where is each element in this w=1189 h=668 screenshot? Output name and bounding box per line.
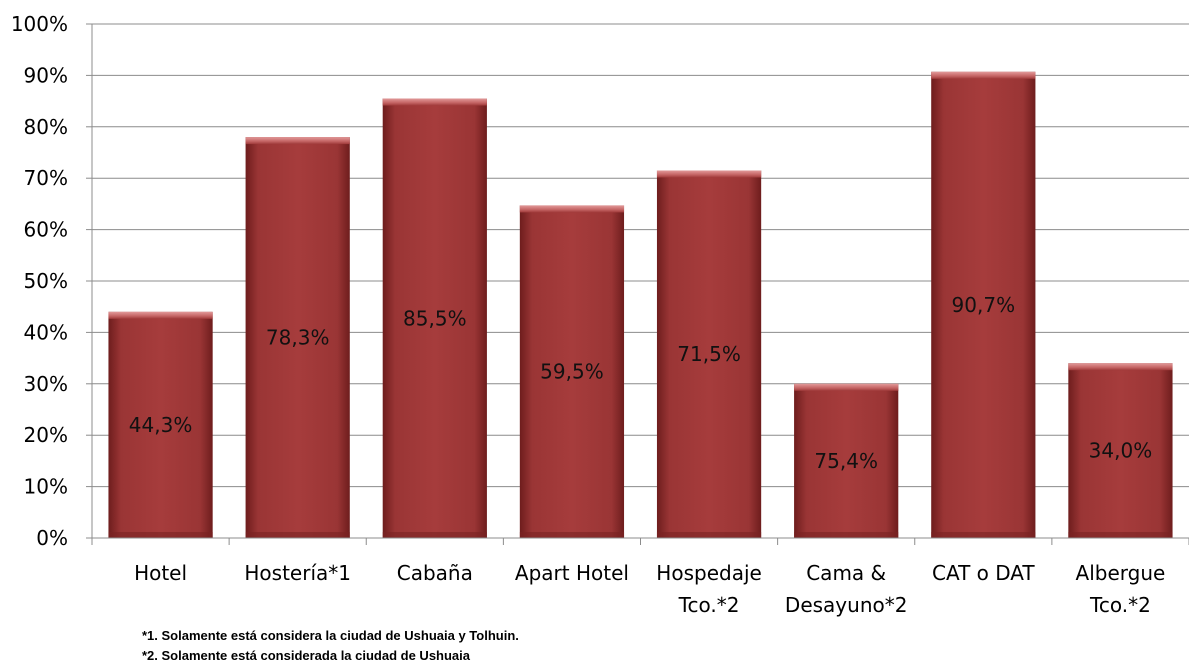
y-tick-label: 10% [24, 475, 68, 499]
x-category-label: Apart Hotel [515, 561, 629, 585]
x-category-label: CAT o DAT [932, 561, 1035, 585]
x-category-label: Cama & [806, 561, 886, 585]
data-label: 90,7% [952, 293, 1016, 317]
bar-chart: 0% 10% 20% 30% 40% 50% 60% 70% 80% 90% 100% 44,3% Ho… [11, 12, 1189, 617]
bar-body [245, 137, 350, 538]
data-label: 78,3% [266, 326, 330, 350]
x-category-label: Cabaña [397, 561, 473, 585]
bar [108, 311, 213, 538]
axes [86, 23, 1189, 545]
x-category-label: Desayuno*2 [785, 593, 908, 617]
bar [245, 137, 350, 538]
x-category-label: Hotel [134, 561, 187, 585]
bar [794, 383, 899, 538]
data-label: 85,5% [403, 306, 467, 330]
x-category-label: Tco.*2 [1089, 593, 1151, 617]
x-category-label: Albergue [1076, 561, 1166, 585]
bar-body [1068, 363, 1173, 538]
bar-cap [108, 311, 213, 319]
y-tick-label: 80% [24, 115, 68, 139]
bar-body [794, 383, 899, 538]
y-tick-label: 50% [24, 269, 68, 293]
footnote-2: *2. Solamente está considerada la ciudad… [142, 648, 471, 663]
bar-base [1068, 532, 1173, 538]
bar-cap [931, 71, 1036, 79]
bar-body [519, 205, 625, 538]
bar-cap [656, 170, 762, 178]
data-label: 44,3% [129, 413, 193, 437]
bar-base [656, 532, 762, 538]
bar-body [931, 71, 1036, 538]
x-category-label: Tco.*2 [678, 593, 740, 617]
data-label: 34,0% [1089, 439, 1153, 463]
bars [108, 71, 1173, 539]
x-category-label: Hostería*1 [244, 561, 351, 585]
bar-base [794, 532, 899, 538]
bar-body [656, 170, 762, 539]
x-category-label: Hospedaje [656, 561, 762, 585]
footnotes: *1. Solamente está considera la ciudad d… [142, 626, 519, 666]
data-label: 75,4% [814, 449, 878, 473]
bar-base [519, 532, 625, 538]
y-tick-label: 60% [24, 218, 68, 242]
bar-base [382, 532, 487, 538]
bar-cap [794, 383, 899, 391]
y-tick-label: 100% [11, 12, 68, 36]
bar [656, 170, 762, 539]
labels: 0% 10% 20% 30% 40% 50% 60% 70% 80% 90% 100% 44,3% Ho… [11, 12, 1166, 617]
y-tick-label: 20% [24, 423, 68, 447]
bar-base [245, 532, 350, 538]
y-tick-label: 70% [24, 166, 68, 190]
bar-base [931, 532, 1036, 538]
y-tick-label: 40% [24, 320, 68, 344]
bar-cap [245, 137, 350, 145]
footnote-1: *1. Solamente está considera la ciudad d… [142, 628, 519, 643]
bar [382, 98, 487, 538]
bar [519, 205, 625, 538]
y-tick-label: 30% [24, 372, 68, 396]
bar-cap [1068, 363, 1173, 371]
y-tick-label: 0% [36, 526, 68, 550]
bar-body [382, 98, 487, 538]
bar-body [108, 311, 213, 538]
y-tick-label: 90% [24, 63, 68, 87]
bar-base [108, 532, 213, 538]
bar-cap [382, 98, 487, 106]
bar-cap [519, 205, 625, 213]
data-label: 59,5% [540, 360, 604, 384]
bar [931, 71, 1036, 538]
data-label: 71,5% [677, 342, 741, 366]
bar [1068, 363, 1173, 538]
